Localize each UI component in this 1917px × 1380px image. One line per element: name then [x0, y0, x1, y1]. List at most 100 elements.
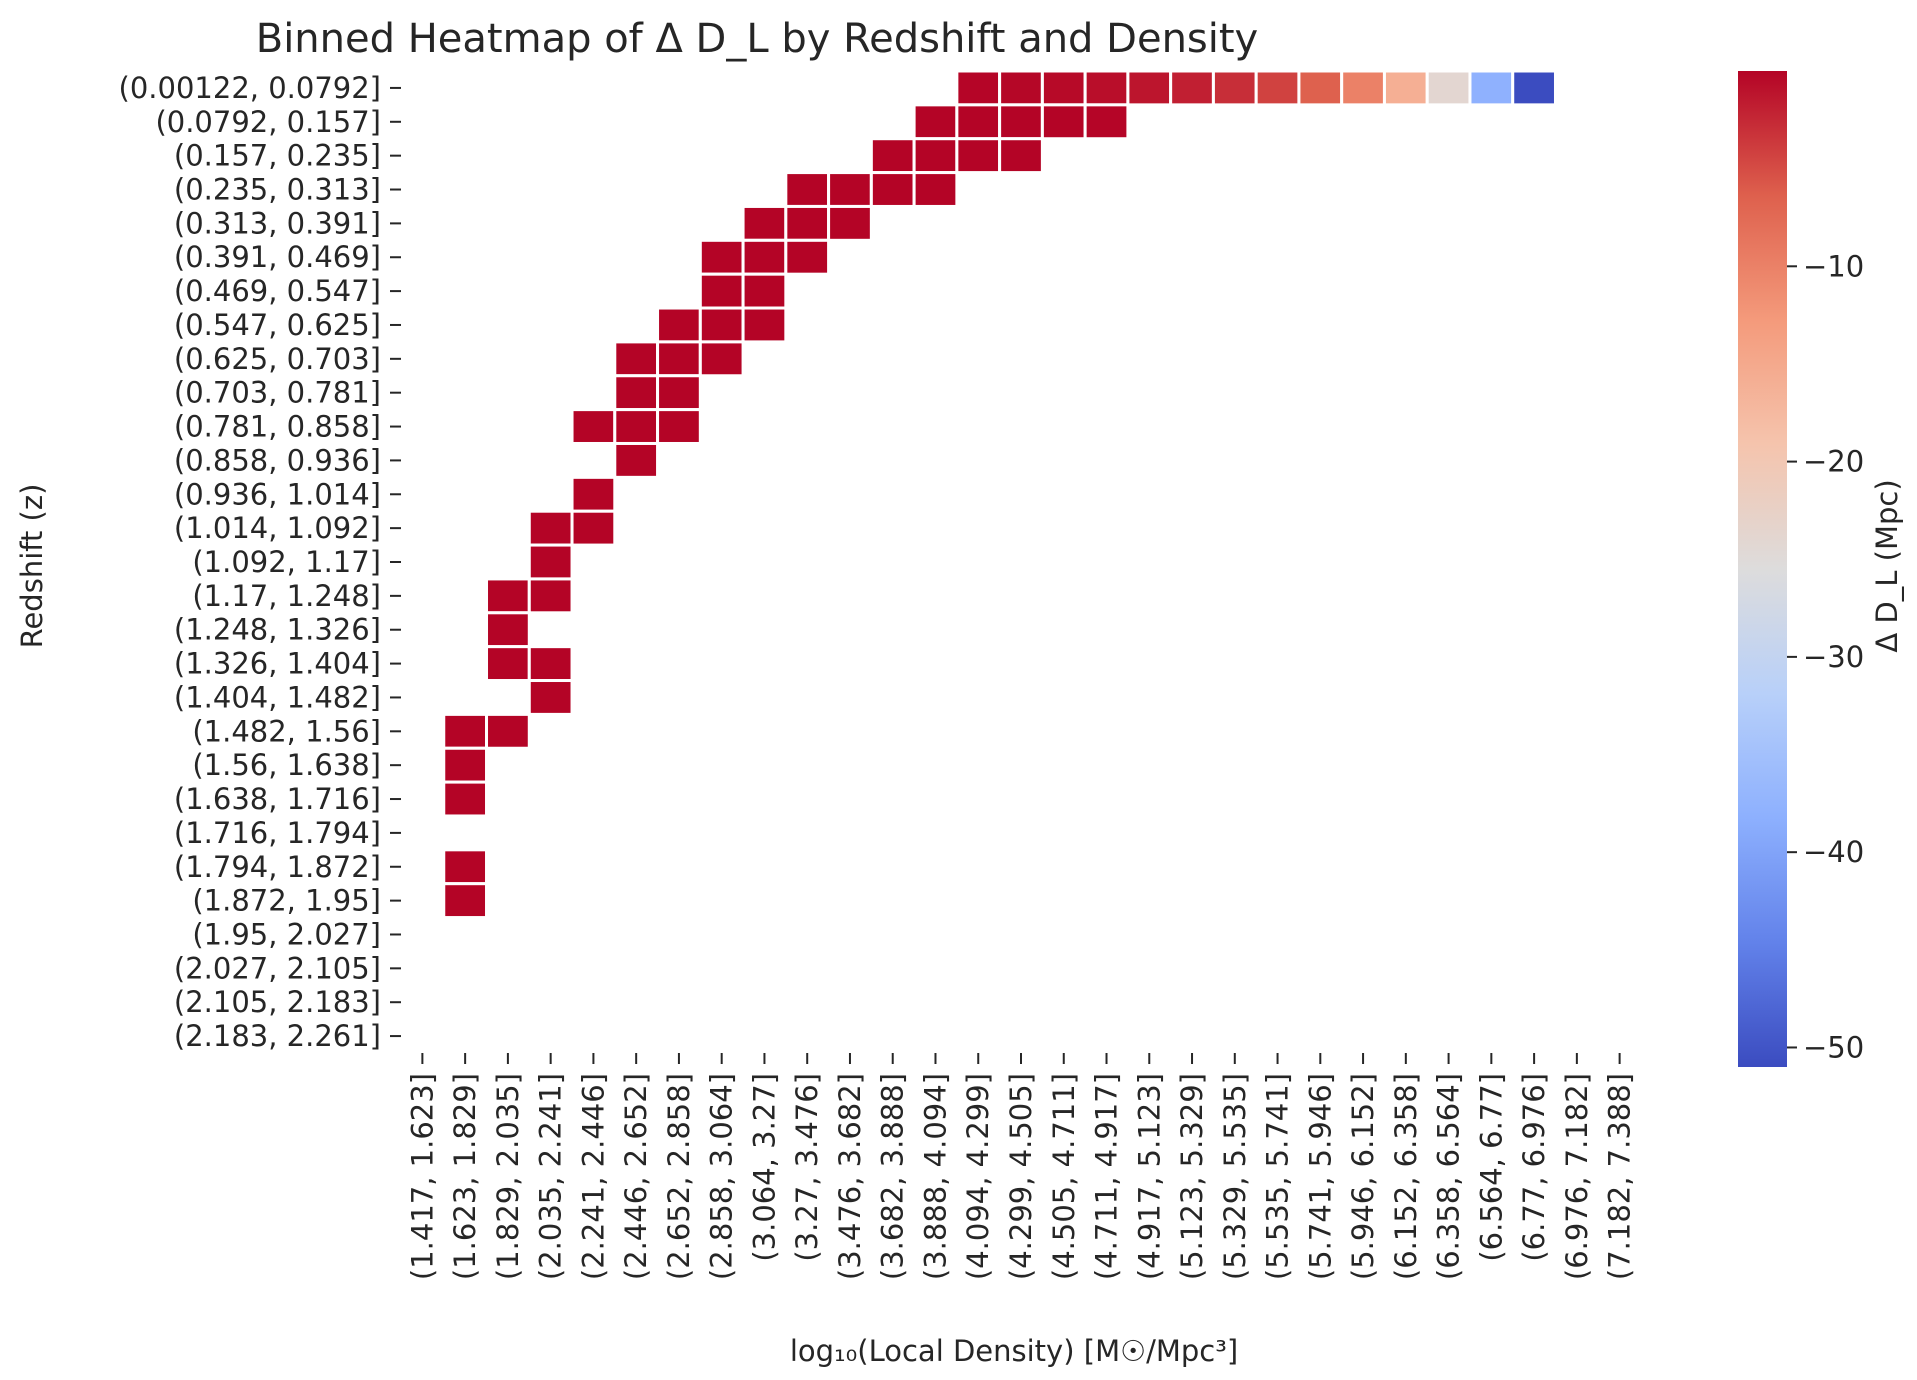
heatmap-cell — [1511, 69, 1557, 107]
y-axis-ticks: (0.00122, 0.0792](0.0792, 0.157](0.157, … — [119, 71, 401, 1053]
heatmap-cell — [955, 103, 1002, 141]
x-tick-label: (4.711, 4.917] — [1090, 1073, 1124, 1280]
x-axis-label: log₁₀(Local Density) [M☉/Mpc³] — [790, 1334, 1238, 1368]
y-tick-label: (2.105, 2.183] — [174, 985, 381, 1019]
x-tick-label: (1.417, 1.623] — [405, 1073, 439, 1280]
y-tick-label: (0.235, 0.313] — [174, 173, 381, 207]
heatmap-cell — [741, 306, 788, 344]
y-tick-label: (0.703, 0.781] — [174, 376, 381, 410]
y-tick-label: (1.872, 1.95] — [192, 884, 381, 918]
y-tick-label: (0.936, 1.014] — [174, 477, 381, 511]
y-tick-label: (1.326, 1.404] — [174, 647, 381, 681]
x-tick-label: (5.123, 5.329] — [1175, 1073, 1209, 1280]
heatmap-cell — [656, 306, 702, 344]
heatmap-cell — [656, 408, 702, 445]
heatmap-cell — [741, 272, 788, 310]
heatmap-cell — [827, 171, 873, 208]
heatmap-cell — [656, 340, 702, 378]
x-tick-label: (5.535, 5.741] — [1261, 1073, 1295, 1280]
x-tick-label: (6.358, 6.564] — [1432, 1073, 1466, 1280]
x-tick-label: (3.888, 4.094] — [918, 1073, 952, 1280]
heatmap-cell — [741, 238, 788, 276]
heatmap-cell — [1126, 69, 1173, 107]
y-tick-label: (2.027, 2.105] — [174, 951, 381, 985]
x-tick-label: (4.094, 4.299] — [961, 1073, 995, 1280]
heatmap-cell — [869, 137, 916, 175]
heatmap-cell — [442, 780, 489, 818]
heatmap-cell — [698, 272, 745, 310]
heatmap-cell — [1040, 69, 1087, 107]
heatmap-cell — [1083, 69, 1130, 107]
heatmap-cell — [912, 137, 959, 175]
heatmap-cell — [442, 746, 489, 784]
x-tick-label: (7.182, 7.388] — [1603, 1073, 1637, 1280]
colorbar-gradient — [1738, 71, 1787, 1067]
y-tick-label: (1.092, 1.17] — [192, 545, 381, 579]
y-tick-label: (1.95, 2.027] — [192, 917, 381, 951]
heatmap-cell — [527, 577, 574, 615]
y-tick-label: (0.157, 0.235] — [174, 139, 381, 173]
heatmap-cell — [1169, 69, 1215, 107]
heatmap-cell — [613, 441, 660, 479]
heatmap-cell — [485, 577, 531, 615]
heatmap-cell — [613, 408, 660, 445]
x-tick-label: (6.152, 6.358] — [1389, 1073, 1423, 1280]
heatmap-cell — [998, 69, 1044, 107]
x-axis-ticks: (1.417, 1.623] (1.623, 1.829] (1.829, 2.03… — [405, 1053, 1637, 1280]
heatmap-cell — [527, 679, 574, 716]
heatmap-cell — [570, 475, 617, 513]
heatmap-cell — [827, 204, 873, 242]
y-tick-label: (0.625, 0.703] — [174, 342, 381, 376]
heatmap-cell — [485, 645, 531, 683]
heatmap-cell — [1254, 69, 1301, 107]
heatmap-cell — [1211, 69, 1258, 107]
colorbar-tick-label: −20 — [1803, 445, 1864, 479]
x-tick-label: (3.476, 3.682] — [833, 1073, 867, 1280]
colorbar-tick-label: −30 — [1803, 640, 1864, 674]
y-tick-label: (0.0792, 0.157] — [155, 105, 381, 139]
heatmap-cell — [998, 137, 1044, 175]
heatmap-cell — [442, 712, 489, 750]
x-tick-label: (2.446, 2.652] — [619, 1073, 653, 1280]
x-tick-label: (4.299, 4.505] — [1004, 1073, 1038, 1280]
y-tick-label: (0.547, 0.625] — [174, 308, 381, 342]
x-tick-label: (6.77, 6.976] — [1517, 1073, 1551, 1262]
x-tick-label: (5.946, 6.152] — [1346, 1073, 1380, 1280]
heatmap-cells — [442, 69, 1557, 920]
heatmap-cell — [1083, 103, 1130, 141]
heatmap-cell — [784, 238, 831, 276]
heatmap-cell — [955, 69, 1002, 107]
x-tick-label: (5.741, 5.946] — [1303, 1073, 1337, 1280]
heatmap-cell — [784, 171, 831, 208]
colorbar: −10 −20 −30 −40 −50 — [1738, 71, 1864, 1067]
heatmap-cell — [1382, 69, 1429, 107]
heatmap-cell — [442, 882, 489, 920]
heatmap-cell — [741, 204, 788, 242]
y-tick-label: (1.404, 1.482] — [174, 680, 381, 714]
y-tick-label: (0.00122, 0.0792] — [119, 71, 381, 105]
x-tick-label: (2.652, 2.858] — [662, 1073, 696, 1280]
heatmap-cell — [869, 171, 916, 208]
y-tick-label: (1.248, 1.326] — [174, 613, 381, 647]
y-tick-label: (1.794, 1.872] — [174, 850, 381, 884]
y-tick-label: (0.391, 0.469] — [174, 240, 381, 274]
chart-title: Binned Heatmap of Δ D_L by Redshift and … — [256, 16, 1258, 62]
y-tick-label: (1.482, 1.56] — [192, 714, 381, 748]
heatmap-cell — [527, 645, 574, 683]
heatmap-cell — [784, 204, 831, 242]
heatmap-cell — [698, 306, 745, 344]
heatmap-cell — [527, 509, 574, 547]
colorbar-tick-label: −10 — [1803, 249, 1864, 283]
x-tick-label: (2.858, 3.064] — [705, 1073, 739, 1280]
heatmap-cell — [656, 374, 702, 412]
heatmap-cell — [570, 509, 617, 547]
y-tick-label: (1.716, 1.794] — [174, 816, 381, 850]
y-tick-label: (1.014, 1.092] — [174, 511, 381, 545]
heatmap-cell — [698, 238, 745, 276]
heatmap-cell — [613, 374, 660, 412]
y-tick-label: (2.183, 2.261] — [174, 1019, 381, 1053]
x-tick-label: (2.035, 2.241] — [534, 1073, 568, 1280]
y-tick-label: (1.17, 1.248] — [192, 579, 381, 613]
y-tick-label: (0.858, 0.936] — [174, 443, 381, 477]
heatmap-cell — [485, 611, 531, 649]
